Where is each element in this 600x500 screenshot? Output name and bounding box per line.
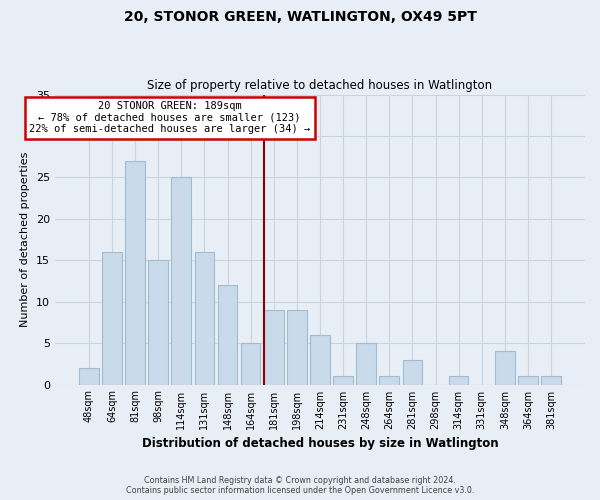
- Bar: [125, 161, 145, 384]
- Bar: [172, 178, 191, 384]
- Bar: [194, 252, 214, 384]
- Bar: [79, 368, 98, 384]
- Bar: [449, 376, 469, 384]
- Bar: [403, 360, 422, 384]
- X-axis label: Distribution of detached houses by size in Watlington: Distribution of detached houses by size …: [142, 437, 498, 450]
- Text: 20, STONOR GREEN, WATLINGTON, OX49 5PT: 20, STONOR GREEN, WATLINGTON, OX49 5PT: [124, 10, 476, 24]
- Text: Contains HM Land Registry data © Crown copyright and database right 2024.
Contai: Contains HM Land Registry data © Crown c…: [126, 476, 474, 495]
- Bar: [379, 376, 399, 384]
- Bar: [541, 376, 561, 384]
- Title: Size of property relative to detached houses in Watlington: Size of property relative to detached ho…: [148, 79, 493, 92]
- Bar: [495, 352, 515, 384]
- Bar: [287, 310, 307, 384]
- Bar: [218, 285, 238, 384]
- Bar: [102, 252, 122, 384]
- Bar: [148, 260, 168, 384]
- Bar: [310, 335, 330, 384]
- Bar: [264, 310, 284, 384]
- Bar: [518, 376, 538, 384]
- Bar: [241, 343, 260, 384]
- Text: 20 STONOR GREEN: 189sqm
← 78% of detached houses are smaller (123)
22% of semi-d: 20 STONOR GREEN: 189sqm ← 78% of detache…: [29, 101, 310, 134]
- Bar: [356, 343, 376, 384]
- Bar: [333, 376, 353, 384]
- Y-axis label: Number of detached properties: Number of detached properties: [20, 152, 31, 327]
